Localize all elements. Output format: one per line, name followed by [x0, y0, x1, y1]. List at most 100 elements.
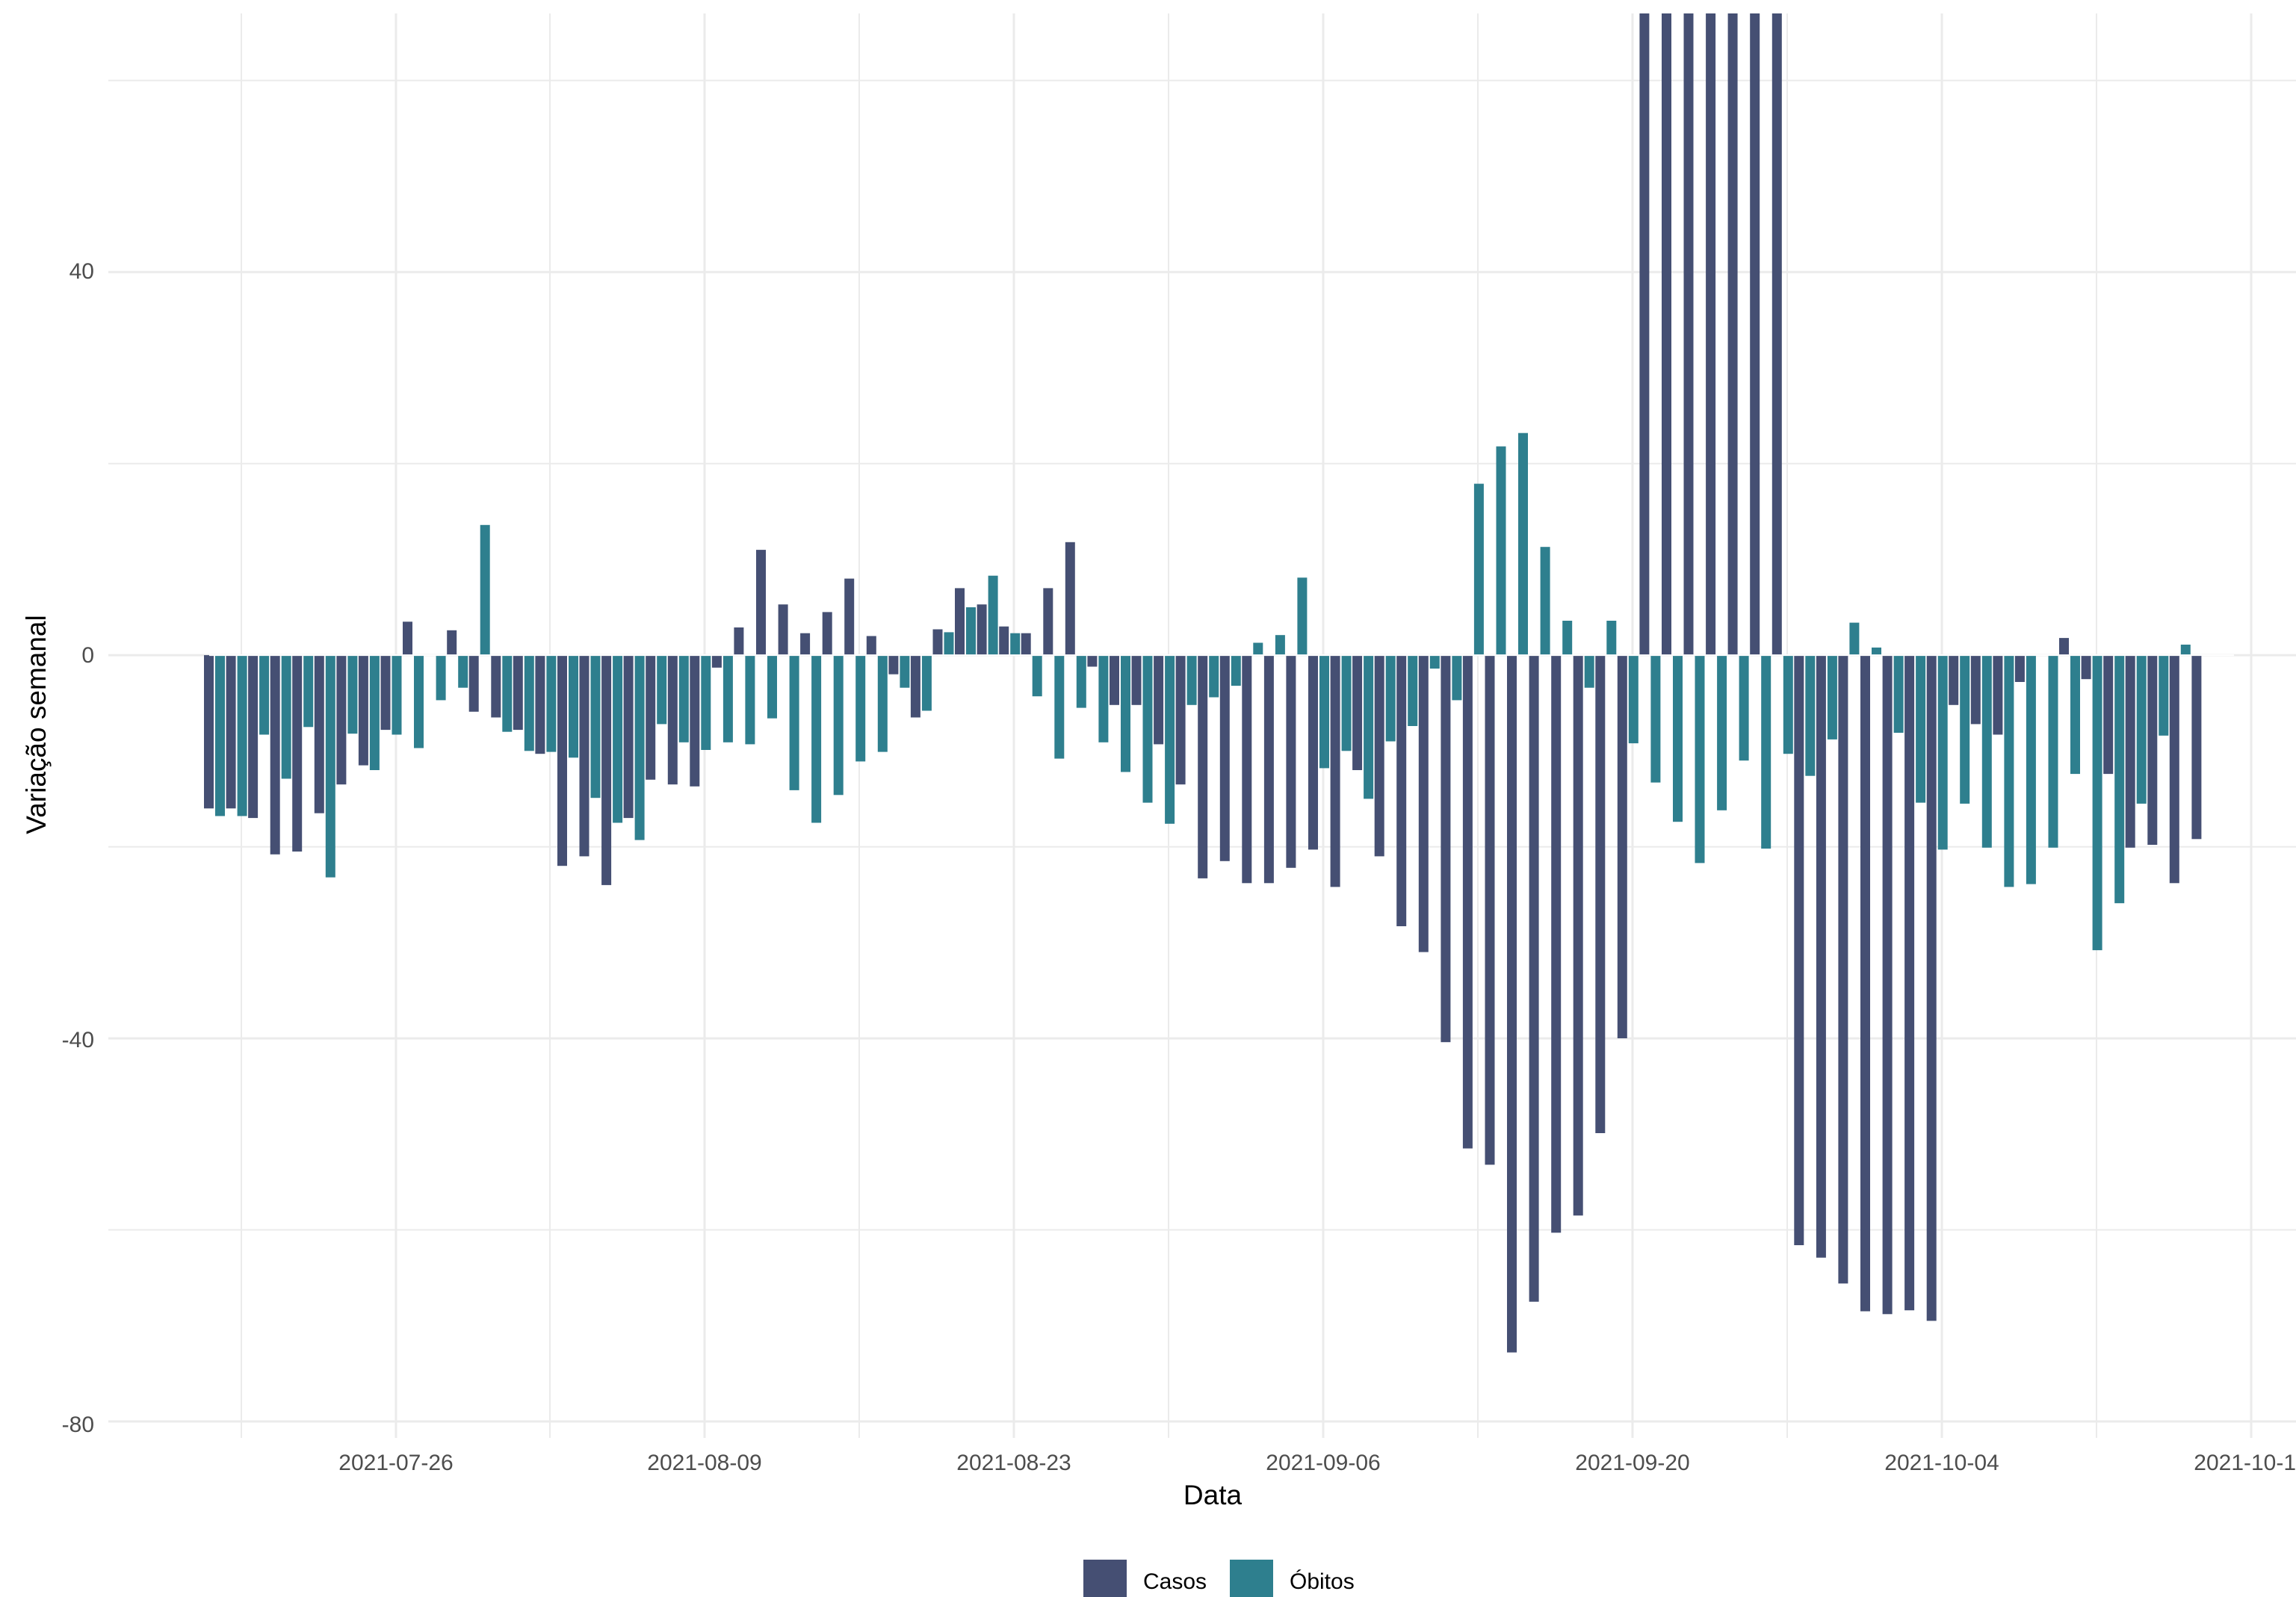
- legend: Casos Óbitos: [1083, 1560, 1355, 1597]
- y-tick-label: -80: [62, 1413, 94, 1437]
- bar-obitos: [1893, 655, 1904, 733]
- bar-obitos: [1209, 655, 1219, 698]
- bar-obitos: [1165, 655, 1175, 824]
- bar-casos: [1198, 655, 1208, 878]
- bar-casos: [1529, 655, 1539, 1302]
- bar-casos: [1308, 655, 1318, 850]
- bar-casos: [955, 588, 965, 656]
- bar-obitos: [1562, 621, 1573, 656]
- bar-casos: [1882, 655, 1893, 1315]
- bar-casos: [468, 655, 479, 712]
- bar-casos: [601, 655, 612, 885]
- bar-casos: [1418, 655, 1429, 952]
- bar-casos: [2059, 638, 2069, 656]
- bar-obitos: [678, 655, 689, 742]
- bar-casos: [314, 655, 324, 813]
- bar-obitos: [1960, 655, 1970, 804]
- bar-casos: [1131, 655, 1142, 705]
- bar-obitos: [1076, 655, 1086, 708]
- bar-obitos: [1319, 655, 1329, 769]
- bar-obitos: [303, 655, 314, 728]
- bar-obitos: [2070, 655, 2080, 775]
- bar-obitos: [2180, 645, 2191, 656]
- bar-casos: [491, 655, 501, 718]
- bar-casos: [822, 612, 832, 656]
- bar-obitos: [900, 655, 910, 688]
- bar-casos: [910, 655, 920, 718]
- bar-obitos: [281, 655, 291, 779]
- bar-casos: [1838, 655, 1848, 1284]
- bar-casos: [1286, 655, 1296, 868]
- legend-label-obitos: Óbitos: [1290, 1569, 1355, 1594]
- bar-casos: [756, 550, 766, 656]
- x-tick-label: 2021-09-20: [1575, 1451, 1689, 1475]
- bar-obitos: [1473, 483, 1484, 656]
- bar-casos: [1462, 655, 1473, 1149]
- bar-casos: [1551, 655, 1562, 1233]
- bar-obitos: [1121, 655, 1130, 772]
- bar-casos: [1154, 655, 1164, 745]
- x-axis-ticks: 2021-07-26 2021-08-09 2021-08-23 2021-09…: [338, 1451, 2296, 1475]
- bar-casos: [1485, 655, 1495, 1165]
- bar-obitos: [1739, 655, 1749, 761]
- bar-obitos: [1717, 655, 1727, 810]
- bar-casos: [1970, 655, 1981, 725]
- bar-casos: [358, 655, 368, 766]
- bar-obitos: [1606, 621, 1617, 656]
- bar-casos: [2125, 655, 2135, 848]
- bar-obitos: [569, 655, 578, 758]
- bar-casos: [1860, 655, 1870, 1312]
- bar-casos: [1263, 655, 1274, 884]
- bar-casos: [2103, 655, 2114, 775]
- bar-casos: [1639, 13, 1650, 656]
- legend-swatch-casos: [1083, 1560, 1127, 1597]
- y-axis-ticks: 40 0 -40 -80: [62, 259, 94, 1437]
- bar-obitos: [789, 655, 799, 790]
- bar-obitos: [458, 655, 468, 688]
- bar-casos: [1242, 655, 1252, 884]
- bar-obitos: [1275, 635, 1285, 656]
- bar-obitos: [1981, 655, 1992, 848]
- bar-obitos: [1584, 655, 1594, 688]
- bar-casos: [513, 655, 523, 731]
- x-tick-label: 2021-10-18: [2194, 1451, 2296, 1475]
- bar-obitos: [1142, 655, 1153, 803]
- bar-casos: [690, 655, 700, 787]
- bar-casos: [1771, 13, 1782, 656]
- bar-obitos: [1783, 655, 1793, 754]
- bar-casos: [1065, 542, 1075, 656]
- bar-obitos: [347, 655, 358, 734]
- bar-obitos: [1673, 655, 1683, 822]
- bar-obitos: [988, 575, 998, 656]
- bar-casos: [336, 655, 347, 785]
- bar-obitos: [657, 655, 667, 725]
- bar-casos: [403, 621, 412, 656]
- bar-obitos: [1186, 655, 1197, 705]
- bar-casos: [1374, 655, 1384, 857]
- bar-obitos: [436, 655, 446, 701]
- bar-obitos: [944, 632, 954, 656]
- bar-casos: [1043, 588, 1053, 656]
- bar-casos: [1706, 13, 1716, 656]
- bar-obitos: [1364, 655, 1374, 799]
- bar-casos: [1816, 655, 1826, 1258]
- bar-obitos: [1452, 655, 1462, 701]
- bar-casos: [1617, 655, 1627, 1038]
- bar-casos: [1993, 655, 2003, 735]
- bar-casos: [1441, 655, 1451, 1043]
- x-tick-label: 2021-09-06: [1266, 1451, 1380, 1475]
- bar-casos: [667, 655, 678, 785]
- bar-obitos: [1098, 655, 1109, 742]
- bar-obitos: [1849, 622, 1860, 656]
- x-tick-label: 2021-10-04: [1884, 1451, 1999, 1475]
- bar-casos: [1727, 13, 1738, 656]
- bar-casos: [1087, 655, 1098, 667]
- bar-casos: [270, 655, 280, 855]
- bar-obitos: [877, 655, 888, 752]
- bar-obitos: [502, 655, 513, 732]
- bar-casos: [579, 655, 590, 857]
- bar-casos: [1595, 655, 1606, 1133]
- bar-obitos: [1805, 655, 1816, 776]
- bar-obitos: [1650, 655, 1661, 783]
- bar-obitos: [1429, 655, 1440, 669]
